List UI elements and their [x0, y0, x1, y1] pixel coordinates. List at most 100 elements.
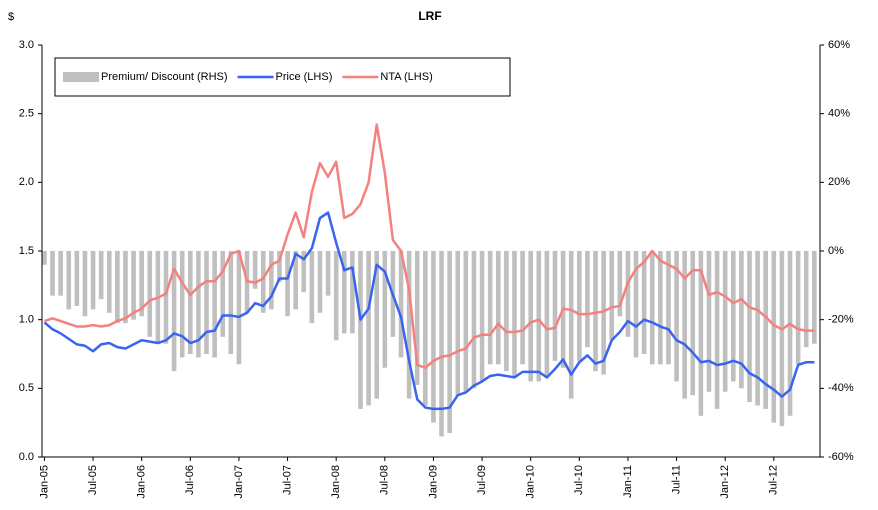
y-tick-label: 2.5 — [19, 108, 34, 120]
bar — [325, 251, 331, 296]
bar — [309, 251, 315, 324]
bar — [455, 251, 461, 396]
y2-tick-label: -60% — [828, 451, 854, 463]
bar — [625, 251, 631, 337]
bar — [188, 251, 193, 354]
bar — [609, 251, 615, 341]
bar — [633, 251, 639, 358]
bar — [658, 251, 663, 365]
x-tick-label: Jul-12 — [768, 465, 780, 495]
line — [43, 211, 815, 411]
bar — [196, 251, 201, 358]
legend: Premium/ Discount (RHS) Price (LHS) NTA (L… — [54, 57, 511, 97]
bar — [82, 251, 88, 317]
x-tick-label: Jul-05 — [87, 465, 99, 495]
bar — [544, 251, 550, 379]
y-axis-label: $ — [8, 11, 14, 23]
bar — [585, 251, 590, 348]
bar — [285, 251, 290, 317]
x-tick-label: Jan-10 — [525, 465, 537, 499]
bar — [528, 251, 533, 382]
y-tick-label: 3.0 — [19, 39, 34, 51]
bar — [471, 251, 477, 389]
bar — [212, 251, 217, 358]
x-tick-label: Jul-07 — [281, 465, 293, 495]
bar — [406, 251, 412, 399]
bar — [755, 251, 760, 406]
bar — [552, 251, 558, 361]
y2-tick-label: 60% — [828, 39, 850, 51]
bar — [374, 251, 380, 399]
bar — [463, 251, 469, 392]
bar — [293, 251, 298, 310]
bar — [487, 251, 493, 365]
bar — [536, 251, 542, 382]
bar — [333, 251, 339, 341]
x-tick-label: Jul-09 — [476, 465, 488, 495]
bar — [601, 251, 606, 375]
bar — [714, 251, 720, 409]
bar — [228, 251, 234, 354]
bar — [593, 251, 598, 372]
bar — [115, 251, 120, 324]
bar — [366, 251, 371, 406]
bar — [447, 251, 452, 433]
x-tick-label: Jul-06 — [184, 465, 196, 495]
bar — [66, 251, 72, 310]
bar — [763, 251, 769, 409]
legend-label: NTA (LHS) — [380, 71, 432, 83]
x-tick-label: Jul-08 — [379, 465, 391, 495]
chart-title: LRF — [418, 9, 441, 23]
bar — [722, 251, 728, 392]
y-tick-label: 1.0 — [19, 314, 34, 326]
bar — [431, 251, 436, 423]
bar — [698, 251, 704, 416]
bar — [106, 251, 112, 313]
bar — [90, 251, 96, 310]
bar — [439, 251, 444, 437]
bar — [641, 251, 647, 354]
bar — [495, 251, 501, 365]
bar — [131, 251, 136, 320]
bar — [179, 251, 185, 358]
bar — [803, 251, 809, 348]
bar — [98, 251, 104, 300]
bar — [771, 251, 777, 423]
x-tick-label: Jan-11 — [622, 465, 634, 498]
legend-box — [54, 57, 511, 97]
bar — [812, 251, 817, 344]
bar — [171, 251, 177, 372]
bar — [674, 251, 679, 382]
bar — [617, 251, 623, 317]
x-tick-label: Jul-10 — [573, 465, 585, 495]
bar — [269, 251, 274, 310]
bar — [512, 251, 517, 379]
bar — [682, 251, 687, 399]
y2-tick-label: -40% — [828, 382, 854, 394]
bar — [123, 251, 128, 324]
y2-tick-label: 0% — [828, 245, 844, 257]
bar — [358, 251, 363, 409]
bar — [42, 251, 47, 265]
y2-tick-label: 20% — [828, 176, 850, 188]
bar — [787, 251, 793, 416]
x-tick-label: Jul-11 — [670, 465, 682, 494]
x-tick-label: Jan-09 — [427, 465, 439, 499]
legend-label: Price (LHS) — [276, 71, 333, 83]
bar — [747, 251, 752, 403]
bar — [730, 251, 736, 382]
bar — [382, 251, 388, 368]
y-tick-label: 0.0 — [19, 451, 34, 463]
x-tick-label: Jan-07 — [233, 465, 245, 499]
bar — [220, 251, 226, 337]
legend-swatch — [63, 72, 99, 82]
bar — [301, 251, 307, 293]
bar — [74, 251, 80, 306]
x-tick-label: Jan-08 — [330, 465, 342, 499]
bar — [50, 251, 55, 296]
bar — [414, 251, 420, 385]
y2-tick-label: -20% — [828, 314, 854, 326]
bar — [350, 251, 355, 334]
bar — [666, 251, 671, 365]
